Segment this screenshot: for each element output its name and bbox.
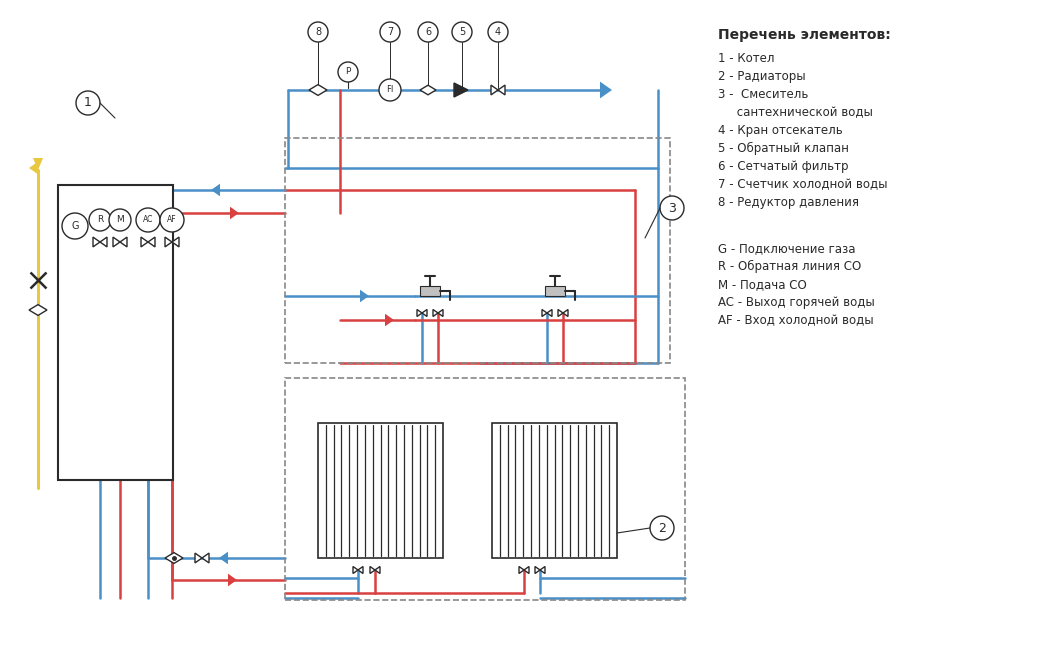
Circle shape (308, 22, 328, 42)
Text: AC - Выход горячей воды: AC - Выход горячей воды (718, 296, 875, 309)
Polygon shape (491, 85, 498, 95)
Text: 6: 6 (425, 27, 431, 37)
Polygon shape (172, 237, 179, 247)
Polygon shape (93, 237, 100, 247)
Text: 3 -  Смеситель: 3 - Смеситель (718, 88, 809, 101)
Text: G - Подключение газа: G - Подключение газа (718, 242, 855, 255)
Text: 5: 5 (459, 27, 465, 37)
Circle shape (452, 22, 472, 42)
Polygon shape (498, 85, 506, 95)
Polygon shape (422, 309, 427, 316)
Circle shape (418, 22, 438, 42)
Polygon shape (375, 567, 380, 574)
Polygon shape (202, 553, 209, 563)
Text: AF - Вход холодной воды: AF - Вход холодной воды (718, 314, 874, 327)
Bar (285, 138, 670, 363)
Text: 4: 4 (495, 27, 501, 37)
Text: R: R (97, 216, 103, 224)
Polygon shape (385, 314, 394, 326)
Polygon shape (33, 158, 43, 170)
Polygon shape (195, 553, 202, 563)
Text: Перечень элементов:: Перечень элементов: (718, 28, 891, 42)
Text: 3: 3 (668, 201, 676, 215)
Text: R - Обратная линия СО: R - Обратная линия СО (718, 260, 862, 273)
Bar (492, 423, 617, 558)
Polygon shape (29, 162, 38, 174)
Polygon shape (309, 85, 327, 95)
Polygon shape (358, 567, 363, 574)
Text: сантехнической воды: сантехнической воды (718, 106, 873, 119)
Polygon shape (165, 553, 183, 563)
Text: 4 - Кран отсекатель: 4 - Кран отсекатель (718, 124, 843, 137)
Polygon shape (524, 567, 529, 574)
Circle shape (136, 208, 160, 232)
Circle shape (160, 208, 184, 232)
Text: 8 - Редуктор давления: 8 - Редуктор давления (718, 196, 859, 209)
Circle shape (650, 516, 674, 540)
Polygon shape (120, 237, 127, 247)
Circle shape (660, 196, 684, 220)
Text: 6 - Сетчатый фильтр: 6 - Сетчатый фильтр (718, 160, 848, 173)
Circle shape (379, 79, 401, 101)
Circle shape (89, 209, 111, 231)
Text: 2: 2 (658, 522, 666, 534)
Polygon shape (360, 290, 368, 302)
Bar (545, 286, 565, 296)
Circle shape (338, 62, 358, 82)
Text: 7 - Счетчик холодной воды: 7 - Счетчик холодной воды (718, 178, 887, 191)
Polygon shape (438, 309, 443, 316)
Text: G: G (72, 221, 79, 231)
Polygon shape (600, 82, 612, 99)
Polygon shape (558, 309, 563, 316)
Text: FI: FI (386, 86, 393, 95)
Circle shape (62, 213, 88, 239)
Polygon shape (29, 305, 47, 315)
Polygon shape (547, 309, 552, 316)
Text: 1: 1 (84, 97, 92, 109)
Polygon shape (454, 83, 468, 97)
Polygon shape (420, 85, 436, 95)
Text: P: P (346, 68, 351, 76)
Polygon shape (353, 567, 358, 574)
Polygon shape (219, 551, 228, 565)
Polygon shape (535, 567, 540, 574)
Polygon shape (540, 567, 545, 574)
Polygon shape (211, 184, 220, 196)
Polygon shape (100, 237, 107, 247)
Circle shape (488, 22, 508, 42)
Polygon shape (563, 309, 568, 316)
Polygon shape (148, 237, 155, 247)
Text: AC: AC (143, 216, 154, 224)
Text: AF: AF (167, 216, 176, 224)
Circle shape (109, 209, 131, 231)
Polygon shape (230, 207, 239, 219)
Text: 2 - Радиаторы: 2 - Радиаторы (718, 70, 805, 83)
Polygon shape (370, 567, 375, 574)
Bar (420, 286, 440, 296)
Polygon shape (113, 237, 120, 247)
Polygon shape (519, 567, 524, 574)
Bar (285, 378, 685, 600)
Text: M - Подача СО: M - Подача СО (718, 278, 807, 291)
Polygon shape (417, 309, 422, 316)
Bar (318, 423, 443, 558)
Circle shape (76, 91, 100, 115)
Polygon shape (141, 237, 148, 247)
Circle shape (380, 22, 400, 42)
Text: 1 - Котел: 1 - Котел (718, 52, 774, 65)
Polygon shape (165, 237, 172, 247)
Polygon shape (228, 574, 237, 586)
Bar (58, 185, 173, 480)
Polygon shape (542, 309, 547, 316)
Text: 7: 7 (387, 27, 393, 37)
Text: 8: 8 (315, 27, 321, 37)
Polygon shape (433, 309, 438, 316)
Text: 5 - Обратный клапан: 5 - Обратный клапан (718, 142, 849, 155)
Text: M: M (116, 216, 124, 224)
